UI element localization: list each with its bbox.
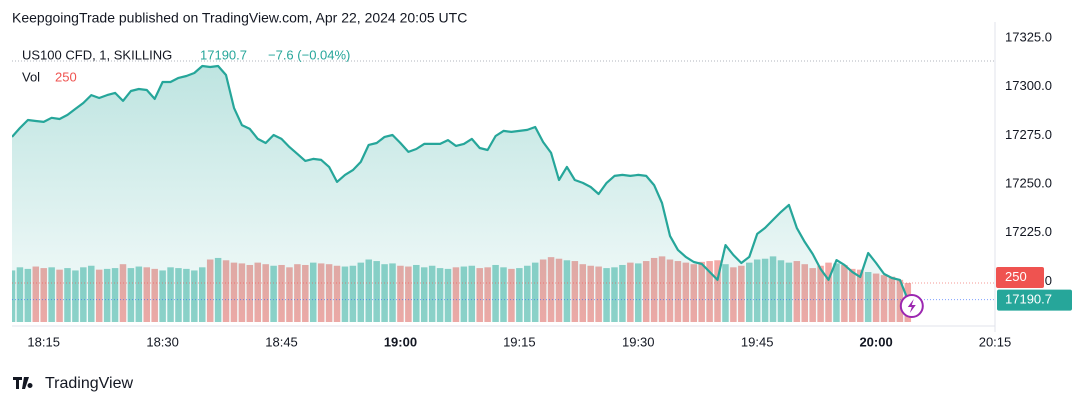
- x-tick-label: 19:15: [503, 334, 536, 349]
- volume-title: Vol: [22, 69, 40, 84]
- y-tick-label: 17275.0: [1005, 127, 1052, 142]
- live-icon-bolt: [907, 299, 916, 313]
- x-tick-label: 18:15: [27, 334, 60, 349]
- header: KeepgoingTrade published on TradingView.…: [12, 10, 467, 26]
- y-tick-label: 17325.0: [1005, 29, 1052, 44]
- volume-badge-label: 250: [1005, 269, 1027, 284]
- footer-logo: [13, 377, 33, 389]
- x-tick-label: 18:45: [265, 334, 298, 349]
- y-tick-label: 17300.0: [1005, 78, 1052, 93]
- axes: 18:15 18:30 18:45 19:00 19:15 19:30 19:45 20:00…: [12, 22, 1077, 349]
- price-line: [12, 64, 909, 301]
- y-tick-label: 17225.0: [1005, 224, 1052, 239]
- legend-change: −7.6 (−0.04%): [268, 47, 350, 62]
- legend-volume: 250: [55, 69, 77, 84]
- x-tick-label: 19:45: [741, 334, 774, 349]
- price-area: [12, 66, 908, 322]
- y-tick-label: 17250.0: [1005, 176, 1052, 191]
- price-badge: [997, 289, 1072, 311]
- symbol: US100 CFD, 1, SKILLING: [22, 47, 172, 62]
- x-tick-label: 18:30: [146, 334, 179, 349]
- x-tick-label: 19:30: [622, 334, 655, 349]
- x-tick-label: 20:00: [859, 334, 892, 349]
- volume-badge: [996, 266, 1044, 288]
- legend-price: 17190.7: [200, 47, 247, 62]
- x-tick-label: 20:15: [979, 334, 1012, 349]
- footer: TradingView: [45, 375, 133, 392]
- x-tick-label: 19:00: [384, 334, 417, 349]
- price-badge-label: 17190.7: [1005, 292, 1052, 307]
- plot: [12, 64, 912, 322]
